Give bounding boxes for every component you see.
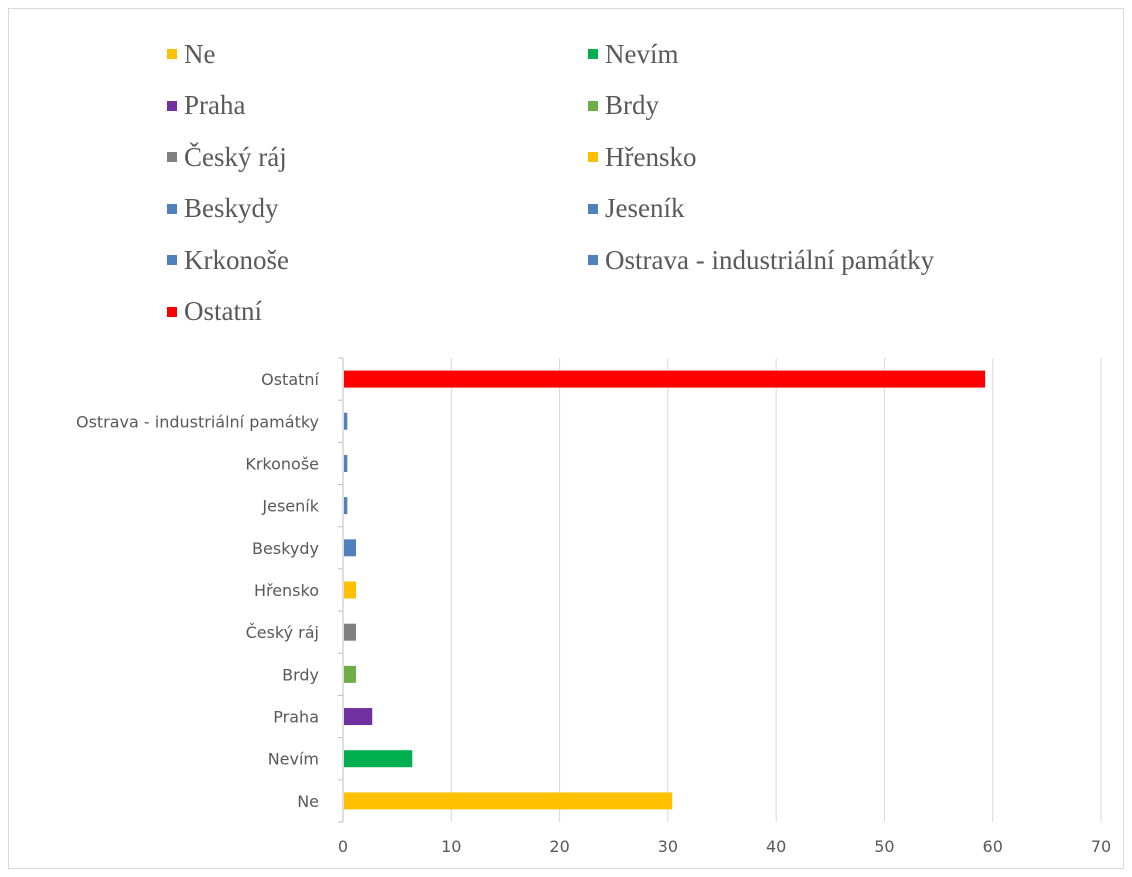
bar xyxy=(344,370,986,388)
legend-item: Český ráj xyxy=(167,137,287,177)
legend-label: Hřensko xyxy=(605,141,697,172)
category-label: Nevím xyxy=(268,750,319,769)
category-label: Brdy xyxy=(282,665,319,684)
legend-swatch xyxy=(588,203,598,214)
legend-label: Nevím xyxy=(605,38,679,69)
legend-item: Jeseník xyxy=(588,189,684,229)
legend-label: Jeseník xyxy=(605,193,685,223)
bar xyxy=(344,497,348,515)
x-tick-label: 60 xyxy=(983,837,1003,856)
legend-swatch xyxy=(588,100,598,111)
bar xyxy=(344,454,348,472)
x-tick-label: 0 xyxy=(338,837,348,856)
x-tick-label: 50 xyxy=(874,837,894,856)
category-label: Český ráj xyxy=(246,623,319,642)
category-label: Krkonoše xyxy=(245,454,319,473)
bar xyxy=(344,412,348,430)
bar xyxy=(344,581,356,599)
legend-item: Ostatní xyxy=(167,292,262,332)
legend-swatch xyxy=(167,100,177,111)
legend-item: Ostrava - industriální památky xyxy=(588,240,934,280)
legend-item: Praha xyxy=(167,86,245,126)
category-label: Praha xyxy=(273,708,319,727)
legend-label: Ostatní xyxy=(184,296,262,326)
category-label: Ostatní xyxy=(261,370,319,389)
legend-swatch xyxy=(588,255,598,265)
legend-swatch xyxy=(167,152,177,162)
legend-label: Krkonoše xyxy=(184,244,289,275)
legend-label: Ostrava - industriální památky xyxy=(605,244,935,275)
legend-label: Praha xyxy=(184,90,246,120)
legend-label: Ne xyxy=(184,38,216,69)
legend-swatch xyxy=(167,306,177,317)
category-label: Hřensko xyxy=(254,581,319,600)
x-tick-label: 20 xyxy=(549,837,569,856)
legend-swatch xyxy=(167,203,177,214)
legend-item: Krkonoše xyxy=(167,240,289,280)
legend-item: Ne xyxy=(167,34,215,74)
bar xyxy=(344,708,373,726)
legend-label: Beskydy xyxy=(184,193,279,223)
x-tick-label: 30 xyxy=(658,837,678,856)
legend-label: Český ráj xyxy=(184,141,287,172)
legend-item: Hřensko xyxy=(588,137,696,177)
x-tick-label: 70 xyxy=(1091,837,1111,856)
category-label: Ostrava - industriální památky xyxy=(76,412,319,431)
chart-legend: Ne Nevím Praha Brdy Český ráj Hřensko Beskydy J… xyxy=(0,0,1132,340)
legend-item: Brdy xyxy=(588,86,659,126)
chart-frame xyxy=(8,8,1124,869)
bar xyxy=(344,539,356,557)
legend-item: Beskydy xyxy=(167,189,279,229)
category-label: Beskydy xyxy=(252,539,319,558)
legend-swatch xyxy=(588,152,598,162)
category-label: Ne xyxy=(297,792,319,811)
bar xyxy=(344,623,356,641)
x-tick-label: 40 xyxy=(766,837,786,856)
legend-swatch xyxy=(167,49,177,59)
bar xyxy=(344,665,356,683)
legend-swatch xyxy=(588,49,598,59)
legend-swatch xyxy=(167,255,177,265)
x-tick-label: 10 xyxy=(441,837,461,856)
legend-label: Brdy xyxy=(605,90,659,120)
bar xyxy=(344,750,413,768)
category-label: Jeseník xyxy=(261,497,319,516)
bar xyxy=(344,792,673,810)
legend-item: Nevím xyxy=(588,34,679,74)
